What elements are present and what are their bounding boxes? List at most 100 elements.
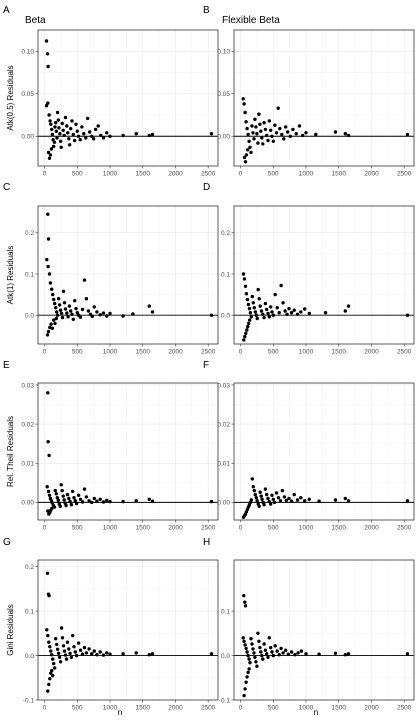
panel-g-point	[49, 671, 53, 675]
panel-a-point	[53, 125, 57, 129]
panel-g-point	[121, 652, 125, 656]
panel-d-point	[251, 301, 255, 305]
panel-c-point	[61, 289, 66, 293]
panel-a-point	[121, 133, 125, 138]
panel-a-point	[78, 138, 82, 142]
panel-b-point	[255, 132, 259, 136]
panel-b-point	[246, 148, 250, 152]
panel-f-point	[254, 496, 258, 500]
panel-b-point	[243, 110, 247, 115]
panel-h-point	[296, 651, 300, 655]
panel-e-point	[72, 496, 76, 500]
panel-e-point	[68, 499, 72, 504]
panel-c-point	[92, 305, 97, 309]
panel-e-point	[82, 487, 87, 491]
panel-h-point	[333, 651, 338, 655]
panel-a-point	[74, 122, 78, 127]
panel-d-point	[275, 306, 279, 310]
panel-a-x-tick-label: 2000	[168, 171, 183, 178]
panel-b-point	[267, 119, 271, 123]
panel-b-point	[271, 139, 275, 143]
panel-g-point	[101, 653, 106, 657]
panel-a-point	[66, 131, 70, 135]
panel-c-y-tick-label: 0.1	[25, 271, 34, 278]
panel-f-point	[307, 497, 311, 501]
panel-c-point	[52, 297, 56, 302]
panel-h-y-tick-label: 0.1	[221, 608, 230, 615]
panel-d-point	[271, 313, 275, 317]
panel-b-point	[286, 130, 290, 134]
panel-c-point	[121, 314, 125, 318]
panel-c-point	[86, 309, 91, 313]
panel-a-point	[55, 110, 60, 115]
panel-h-point	[242, 693, 246, 698]
panel-g-point	[84, 651, 89, 655]
panel-d-point	[299, 310, 303, 314]
panel-c-point	[82, 278, 87, 282]
panel-a-point	[71, 132, 76, 137]
panel-c-point	[66, 315, 70, 319]
panel-d-point	[263, 301, 268, 306]
panel-g-y-tick-label: 0.2	[25, 564, 34, 571]
panel-d-point	[255, 316, 259, 321]
panel-b-point	[263, 127, 268, 132]
panel-c-point	[54, 306, 58, 310]
panel-e-x-tick-label: 500	[72, 525, 83, 532]
panel-c-point	[71, 317, 76, 321]
panel-h-x-tick-label: 2500	[397, 705, 412, 712]
panel-c-y-axis-title: Atk(1) Residuals	[6, 246, 15, 305]
panel-g-x-tick-label: 1500	[135, 705, 150, 712]
panel-c-x-tick-label: 0	[43, 349, 47, 356]
panel-g-point	[52, 661, 56, 666]
panel-a-y-tick-label: 0.10	[21, 49, 34, 56]
panel-d-point	[343, 309, 347, 313]
panel-c-point	[147, 304, 151, 308]
panel-a-point	[50, 132, 55, 137]
panel-g: G -0.1 0.0 0.1 0.2 0 500 1000 1500 2000 2500 Gini R…	[3, 537, 219, 712]
panel-c-point	[58, 308, 63, 312]
panel-d-point	[245, 297, 250, 302]
panel-a-point	[91, 137, 96, 141]
panel-f-point	[292, 492, 296, 497]
panel-b-point	[297, 124, 302, 128]
panel-b-point	[269, 128, 273, 132]
panel-c-point	[74, 306, 78, 311]
panel-d-point	[269, 305, 273, 309]
panel-f-point	[333, 498, 338, 502]
panel-c-point	[57, 303, 62, 307]
panel-e-point	[46, 440, 50, 444]
panel-a-point	[54, 129, 58, 133]
panel-f-y-tick-label: 0.01	[217, 461, 230, 468]
panel-a-y-tick-label: 0.00	[21, 134, 34, 141]
panel-d-point	[267, 315, 271, 319]
panel-d-y-tick-label: 0.1	[221, 271, 230, 278]
panel-a-point	[52, 140, 57, 144]
panel-b-x-tick-label: 500	[268, 171, 279, 178]
panel-h-point	[251, 647, 255, 651]
panel-a-point	[60, 121, 64, 126]
panel-b-point	[346, 133, 351, 138]
panel-g-point	[45, 571, 50, 575]
panel-e-point	[73, 499, 78, 503]
column-title-beta: Beta	[25, 15, 46, 26]
panel-e-point	[46, 391, 50, 395]
panel-a-point	[58, 139, 63, 143]
panel-g-point	[76, 641, 81, 645]
panel-f-point	[259, 494, 263, 498]
panel-b-y-tick-label: 0.00	[217, 134, 230, 141]
panel-g-x-tick-label: 500	[72, 705, 83, 712]
panel-a-y-tick-label: 0.05	[21, 91, 34, 98]
panel-d-point	[307, 311, 311, 316]
x-axis-title: n	[118, 708, 122, 717]
panel-e-point	[56, 498, 60, 503]
panel-h-letter: H	[203, 537, 210, 548]
panel-a-point	[49, 122, 53, 127]
panel-h-point	[263, 648, 268, 652]
panel-c-frame	[37, 205, 219, 345]
panel-e-x-tick-label: 2000	[168, 525, 183, 532]
panel-d-y-tick-label: 0.0	[221, 312, 230, 319]
panel-h-frame	[233, 559, 415, 701]
panel-c-point	[65, 311, 69, 315]
panel-f-point	[274, 491, 279, 495]
panel-d-point	[247, 306, 252, 311]
